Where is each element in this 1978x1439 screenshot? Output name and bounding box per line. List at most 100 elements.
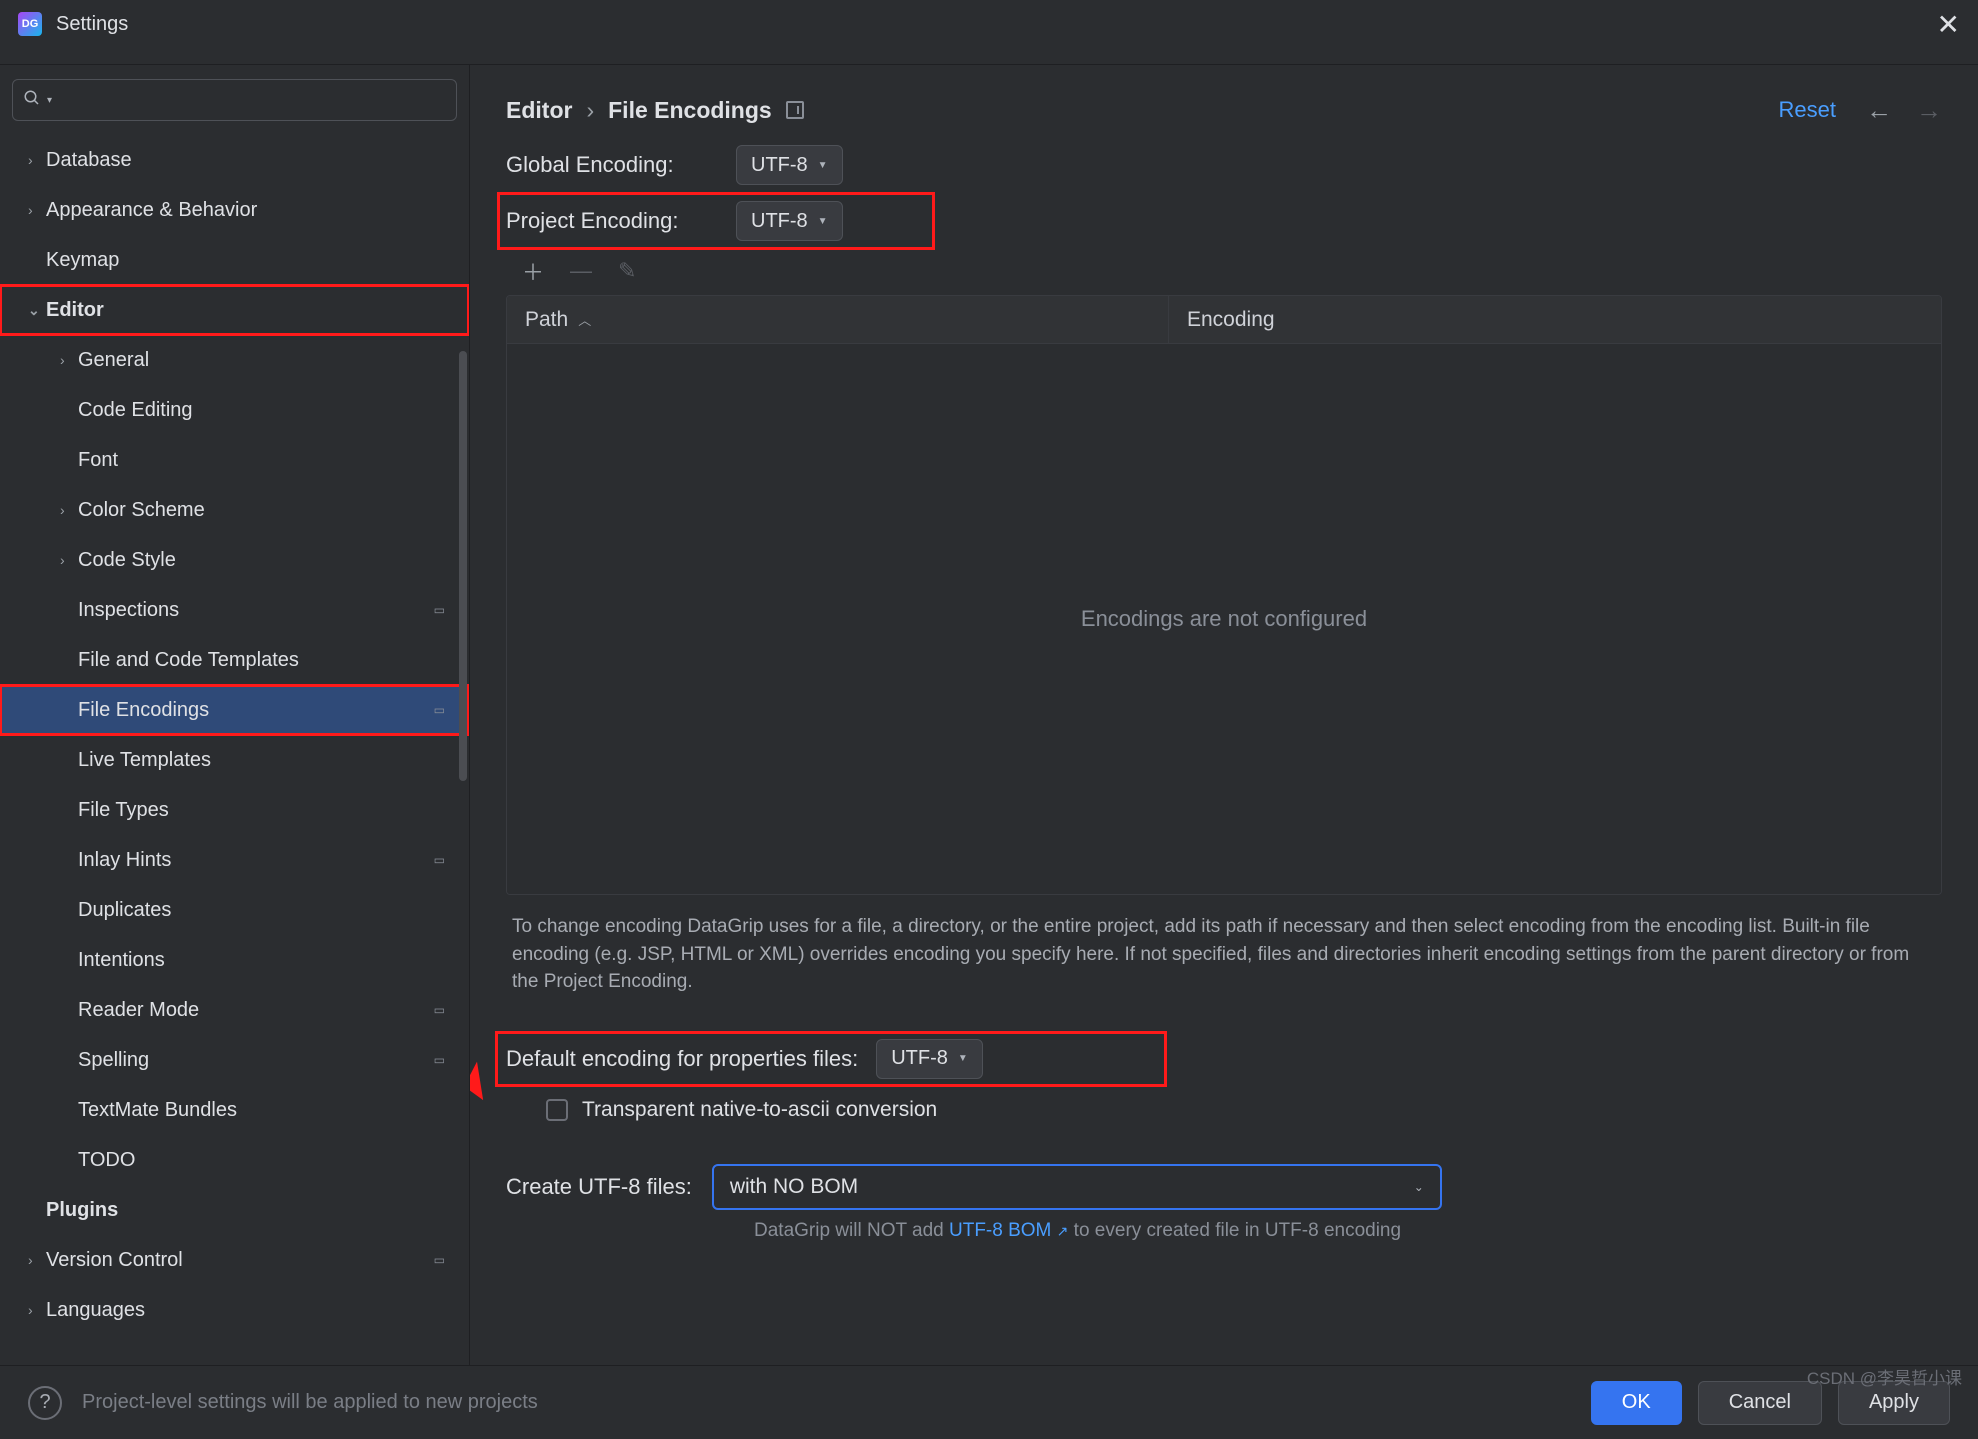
chevron-right-icon: › bbox=[28, 1302, 46, 1318]
edit-icon: ✎ bbox=[618, 258, 636, 284]
project-encoding-value: UTF-8 bbox=[751, 210, 808, 233]
sidebar-item-label: Inlay Hints bbox=[78, 849, 171, 872]
sidebar-item-version-control[interactable]: ›Version Control▭ bbox=[0, 1235, 469, 1285]
dropdown-icon: ⌄ bbox=[1414, 1180, 1424, 1194]
breadcrumb-leaf: File Encodings bbox=[608, 97, 772, 124]
dropdown-icon: ▼ bbox=[958, 1053, 968, 1064]
sidebar-item-label: Appearance & Behavior bbox=[46, 199, 257, 222]
global-encoding-dropdown[interactable]: UTF-8 ▼ bbox=[736, 145, 843, 185]
sidebar-item-inspections[interactable]: Inspections▭ bbox=[0, 585, 469, 635]
sidebar-item-reader-mode[interactable]: Reader Mode ▭ bbox=[0, 985, 469, 1035]
sort-asc-icon: ︿ bbox=[578, 310, 591, 329]
sidebar-item-general[interactable]: ›General bbox=[0, 335, 469, 385]
ok-button[interactable]: OK bbox=[1591, 1381, 1682, 1425]
watermark: CSDN @李昊哲小课 bbox=[1807, 1364, 1962, 1389]
sidebar-item-label: Version Control bbox=[46, 1249, 183, 1272]
nav-forward-icon: → bbox=[1916, 95, 1942, 126]
chevron-right-icon: › bbox=[60, 502, 78, 518]
sidebar-item-file-encodings[interactable]: File Encodings▭ bbox=[0, 685, 469, 735]
dropdown-icon: ▼ bbox=[818, 216, 828, 227]
sidebar-item-label: Languages bbox=[46, 1299, 145, 1322]
sidebar-item-label: File Types bbox=[78, 799, 169, 822]
sidebar-item-label: General bbox=[78, 349, 149, 372]
help-button[interactable]: ? bbox=[28, 1386, 62, 1420]
sidebar-item-label: Database bbox=[46, 149, 132, 172]
dropdown-icon: ▼ bbox=[818, 160, 828, 171]
table-header-encoding[interactable]: Encoding bbox=[1169, 308, 1941, 332]
global-encoding-label: Global Encoding: bbox=[506, 152, 716, 178]
sidebar-item-editor[interactable]: ⌄Editor bbox=[0, 285, 469, 335]
breadcrumb-root[interactable]: Editor bbox=[506, 97, 572, 124]
sidebar-item-label: Plugins bbox=[46, 1199, 118, 1222]
reset-button[interactable]: Reset bbox=[1779, 97, 1836, 123]
sidebar-item-label: Code Style bbox=[78, 549, 176, 572]
sidebar-item-inlay-hints[interactable]: Inlay Hints ▭ bbox=[0, 835, 469, 885]
app-logo-icon: DG bbox=[18, 12, 42, 36]
chevron-down-icon: ⌄ bbox=[28, 302, 46, 319]
sidebar-item-file-types[interactable]: File Types bbox=[0, 785, 469, 835]
sidebar-item-label: Reader Mode bbox=[78, 999, 199, 1022]
sidebar-item-color-scheme[interactable]: ›Color Scheme bbox=[0, 485, 469, 535]
scope-indicator-icon: ▭ bbox=[434, 853, 445, 867]
scope-indicator-icon: ▭ bbox=[434, 1003, 445, 1017]
window-title: Settings bbox=[56, 13, 128, 36]
sidebar-item-label: Spelling bbox=[78, 1049, 149, 1072]
create-utf8-label: Create UTF-8 files: bbox=[506, 1174, 692, 1200]
nav-back-icon[interactable]: ← bbox=[1866, 95, 1892, 126]
sidebar-item-label: TODO bbox=[78, 1149, 135, 1172]
sidebar-item-label: Intentions bbox=[78, 949, 165, 972]
title-bar: DG Settings ✕ bbox=[0, 0, 1978, 48]
external-link-icon: ↗ bbox=[1057, 1223, 1069, 1239]
sidebar-item-code-style[interactable]: ›Code Style bbox=[0, 535, 469, 585]
sidebar-item-label: Editor bbox=[46, 299, 104, 322]
table-header-path[interactable]: Path ︿ bbox=[507, 296, 1169, 343]
sidebar-item-label: Font bbox=[78, 449, 118, 472]
sidebar-item-font[interactable]: Font bbox=[0, 435, 469, 485]
chevron-right-icon: › bbox=[60, 552, 78, 568]
utf8-bom-link[interactable]: UTF-8 BOM ↗ bbox=[949, 1220, 1068, 1241]
create-utf8-value: with NO BOM bbox=[730, 1175, 858, 1199]
sidebar-item-file-and-code-templates[interactable]: File and Code Templates bbox=[0, 635, 469, 685]
sidebar-item-textmate-bundles[interactable]: TextMate Bundles bbox=[0, 1085, 469, 1135]
close-icon[interactable]: ✕ bbox=[1937, 8, 1960, 41]
add-icon[interactable]: ＋ bbox=[522, 255, 544, 287]
scope-indicator-icon: ▭ bbox=[434, 1053, 445, 1067]
settings-sidebar: ▾ ›Database›Appearance & BehaviorKeymap⌄… bbox=[0, 65, 470, 1365]
properties-encoding-dropdown[interactable]: UTF-8 ▼ bbox=[876, 1039, 983, 1079]
transparent-conversion-label: Transparent native-to-ascii conversion bbox=[582, 1098, 937, 1122]
remove-icon: — bbox=[570, 258, 592, 284]
scrollbar[interactable] bbox=[459, 351, 467, 781]
sidebar-item-live-templates[interactable]: Live Templates bbox=[0, 735, 469, 785]
breadcrumb: Editor › File Encodings bbox=[506, 97, 804, 124]
table-empty-state: Encodings are not configured bbox=[507, 344, 1941, 894]
create-utf8-select[interactable]: with NO BOM ⌄ bbox=[712, 1164, 1442, 1210]
scope-icon[interactable] bbox=[786, 101, 804, 119]
scope-indicator-icon: ▭ bbox=[434, 703, 445, 717]
search-filter-dropdown-icon[interactable]: ▾ bbox=[47, 95, 52, 106]
scope-indicator-icon: ▭ bbox=[434, 603, 445, 617]
sidebar-item-duplicates[interactable]: Duplicates bbox=[0, 885, 469, 935]
sidebar-item-database[interactable]: ›Database bbox=[0, 135, 469, 185]
sidebar-item-spelling[interactable]: Spelling ▭ bbox=[0, 1035, 469, 1085]
sidebar-item-appearance-behavior[interactable]: ›Appearance & Behavior bbox=[0, 185, 469, 235]
sidebar-item-label: Live Templates bbox=[78, 749, 211, 772]
project-encoding-label: Project Encoding: bbox=[506, 208, 716, 234]
sidebar-item-code-editing[interactable]: Code Editing bbox=[0, 385, 469, 435]
sidebar-item-languages[interactable]: ›Languages bbox=[0, 1285, 469, 1335]
sidebar-item-todo[interactable]: TODO bbox=[0, 1135, 469, 1185]
encodings-table: Path ︿ Encoding Encodings are not config… bbox=[506, 295, 1942, 895]
sidebar-item-plugins[interactable]: Plugins bbox=[0, 1185, 469, 1235]
sidebar-item-label: Keymap bbox=[46, 249, 119, 272]
global-encoding-value: UTF-8 bbox=[751, 154, 808, 177]
cancel-button[interactable]: Cancel bbox=[1698, 1381, 1822, 1425]
sidebar-item-intentions[interactable]: Intentions bbox=[0, 935, 469, 985]
properties-encoding-value: UTF-8 bbox=[891, 1047, 948, 1070]
dialog-footer: ? Project-level settings will be applied… bbox=[0, 1365, 1978, 1439]
sidebar-item-label: TextMate Bundles bbox=[78, 1099, 237, 1122]
sidebar-item-keymap[interactable]: Keymap bbox=[0, 235, 469, 285]
sidebar-item-label: Code Editing bbox=[78, 399, 193, 422]
sidebar-item-label: File and Code Templates bbox=[78, 649, 299, 672]
transparent-conversion-checkbox[interactable] bbox=[546, 1099, 568, 1121]
search-input[interactable]: ▾ bbox=[12, 79, 457, 121]
project-encoding-dropdown[interactable]: UTF-8 ▼ bbox=[736, 201, 843, 241]
